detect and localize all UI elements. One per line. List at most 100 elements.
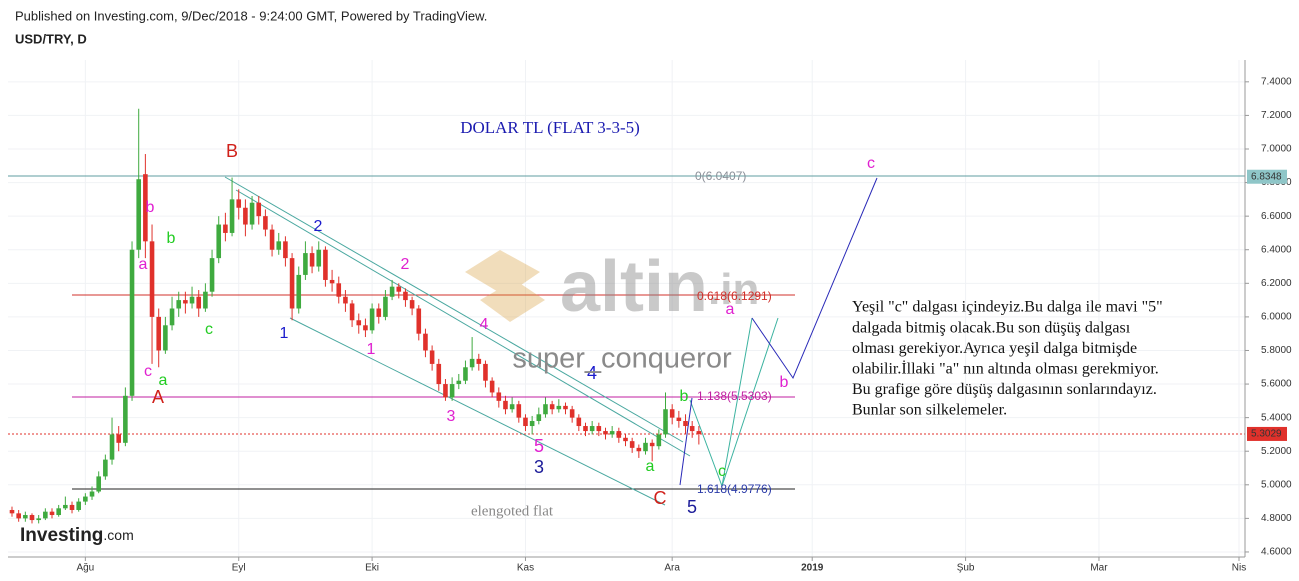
- candle-body: [56, 508, 61, 516]
- candle-body: [669, 409, 675, 418]
- wave-label: c: [205, 321, 213, 338]
- candle-body: [356, 320, 362, 326]
- projection: [751, 177, 878, 380]
- candles: [9, 108, 702, 524]
- candle-body: [509, 404, 515, 410]
- wave-label: 1: [280, 325, 289, 342]
- candle-body: [476, 358, 482, 364]
- annotations: 0(6.0407) 0.618(6.1291) 1.138(5.5303) 1.618…: [139, 141, 875, 517]
- candle-body: [516, 404, 522, 418]
- price-label-box: [1247, 169, 1287, 184]
- fib-label: 1.618(4.9776): [697, 482, 772, 496]
- candle-body: [396, 286, 402, 292]
- wave-label: 3: [534, 457, 544, 477]
- fib-label: 0.618(6.1291): [697, 289, 772, 303]
- candle-body: [336, 283, 342, 297]
- x-tick-label: Nis: [1232, 563, 1246, 574]
- candle-body: [576, 417, 582, 427]
- logo: Investing.com: [20, 525, 134, 546]
- note-line: Bunlar son silkelemeler.: [852, 402, 1007, 419]
- fib-label: 1.138(5.5303): [697, 389, 772, 403]
- y-tick-label: 5.2000: [1261, 446, 1292, 457]
- candle-body: [23, 515, 28, 519]
- x-tick-label: 2019: [801, 563, 824, 574]
- candle-body: [83, 496, 88, 502]
- candle-body: [209, 258, 215, 292]
- projection: [721, 317, 779, 487]
- candle-body: [689, 426, 695, 432]
- candle-body: [183, 300, 188, 304]
- wave-label: 2: [314, 218, 323, 235]
- wave-label: b: [167, 230, 176, 247]
- wave-label: B: [226, 141, 238, 161]
- candle-body: [523, 417, 528, 427]
- candle-body: [489, 380, 495, 393]
- published-line: Published on Investing.com, 9/Dec/2018 -…: [15, 8, 487, 23]
- x-tick-label: Eyl: [232, 563, 246, 574]
- candle-body: [303, 253, 308, 275]
- candle-body: [449, 384, 455, 398]
- candle-body: [429, 350, 435, 364]
- watermark-logo: [465, 250, 545, 322]
- candle-body: [603, 431, 608, 435]
- chart-title: DOLAR TL (FLAT 3-3-5): [460, 118, 640, 137]
- x-tick-label: Mar: [1090, 563, 1108, 574]
- candle-body: [149, 241, 155, 317]
- drawings: [8, 175, 1245, 506]
- wave-label: b: [146, 199, 155, 216]
- candle-body: [316, 249, 322, 267]
- candle-body: [216, 224, 222, 259]
- candle-body: [189, 296, 195, 304]
- candle-body: [409, 300, 415, 309]
- price-label: 5.3029: [1251, 429, 1282, 440]
- candle-body: [163, 325, 168, 351]
- wave-label: a: [726, 301, 735, 318]
- y-tick-label: 7.2000: [1261, 110, 1292, 121]
- candle-body: [649, 442, 655, 447]
- x-tick-label: Eki: [365, 563, 379, 574]
- candle-body: [343, 296, 348, 304]
- y-tick-label: 5.0000: [1261, 479, 1292, 490]
- channel-line: [289, 317, 666, 506]
- candle-body: [443, 384, 448, 398]
- wave-label: 4: [480, 316, 489, 333]
- wave-label: 5: [534, 436, 544, 456]
- price-label-box: [1247, 426, 1287, 441]
- candle-body: [556, 405, 562, 410]
- candle-body: [463, 367, 468, 381]
- candle-body: [103, 459, 108, 477]
- note-line: olması gerekiyor.Ayrıca yeşil dalga bitm…: [852, 340, 1137, 357]
- symbol: USD/TRY, D: [15, 31, 87, 46]
- candle-body: [256, 202, 262, 217]
- y-tick-label: 4.8000: [1261, 513, 1292, 524]
- x-tick-label: Ara: [664, 563, 680, 574]
- candle-body: [123, 395, 128, 443]
- wave-label: c: [718, 463, 726, 480]
- candle-body: [43, 511, 48, 519]
- candle-body: [236, 199, 242, 208]
- candle-body: [563, 405, 568, 410]
- candle-body: [309, 253, 315, 267]
- fib-label: 0(6.0407): [695, 169, 746, 183]
- candle-body: [109, 434, 115, 460]
- wave-label: c: [867, 155, 875, 172]
- logo-main: Investing: [20, 525, 103, 546]
- y-tick-label: 5.8000: [1261, 345, 1292, 356]
- candle-body: [276, 241, 282, 250]
- candle-body: [383, 296, 388, 317]
- candle-body: [296, 274, 302, 309]
- candle-body: [169, 308, 175, 326]
- wave-label: b: [780, 374, 789, 391]
- candle-body: [636, 447, 642, 452]
- candle-body: [263, 216, 268, 230]
- y-tick-label: 5.6000: [1261, 379, 1292, 390]
- wave-label: b: [680, 388, 689, 405]
- candle-body: [89, 491, 95, 497]
- wave-label: 1: [367, 341, 376, 358]
- wave-label: a: [159, 372, 168, 389]
- author: super_conqueror: [512, 343, 732, 375]
- candle-body: [589, 426, 595, 432]
- candle-body: [9, 509, 15, 514]
- candle-body: [176, 300, 182, 309]
- candle-body: [369, 308, 375, 331]
